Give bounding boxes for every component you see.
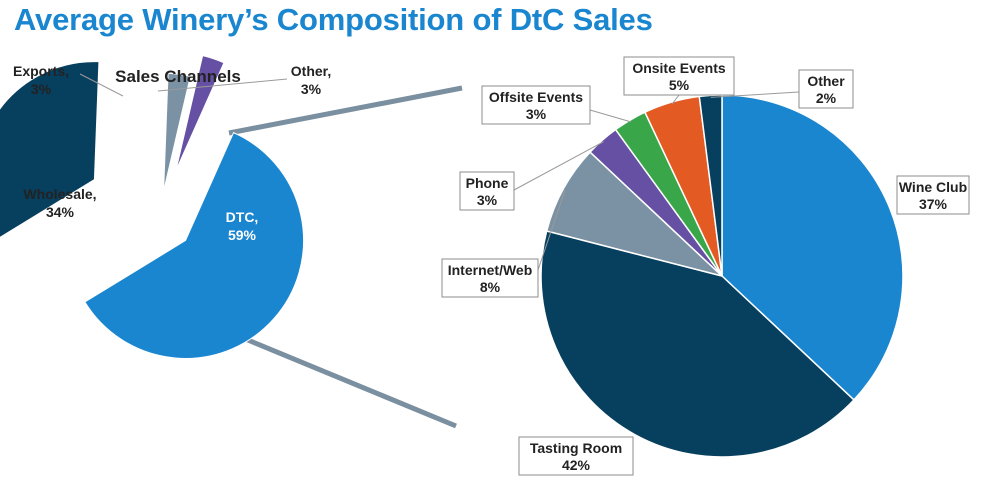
value-phone: 3% [477, 192, 498, 208]
label-box-other [798, 69, 854, 109]
value-dtc: 59% [228, 227, 257, 243]
slice-tasting-room [540, 230, 856, 458]
value-exports: 3% [31, 81, 52, 97]
label-box-onsite-events [623, 56, 735, 96]
label-dtc: DTC, [226, 209, 259, 225]
leader-other [710, 91, 800, 98]
label-box-wine-club [896, 175, 970, 215]
value-offsite-events: 3% [526, 106, 547, 122]
slice-dtc [84, 131, 305, 359]
zoom-connector-top [228, 85, 463, 136]
label-box-offsite-events [481, 85, 591, 125]
label-wine-club: Wine Club [899, 179, 967, 195]
label-phone: Phone [466, 175, 509, 191]
value-wholesale: 34% [46, 204, 75, 220]
leader-phone [513, 141, 604, 191]
page-title: Average Winery’s Composition of DtC Sale… [14, 2, 653, 37]
value-onsite-events: 5% [669, 77, 690, 93]
label-box-phone [459, 171, 515, 211]
leader-offsite-events [589, 109, 632, 123]
label-offsite-events: Offsite Events [489, 89, 583, 105]
slice-internet-web [545, 151, 723, 277]
label-box-internet-web [441, 258, 539, 298]
slice-wine-club [721, 94, 904, 401]
value-other: 2% [816, 90, 837, 106]
label-other: Other [807, 73, 845, 89]
label-box-tasting-room [518, 436, 634, 476]
label-exports: Exports, [13, 63, 69, 79]
value-wine-club: 37% [919, 196, 948, 212]
slice-exports [163, 72, 191, 192]
left-chart-title: Sales Channels [115, 67, 241, 86]
label-other-channel: Other, [291, 63, 331, 79]
leader-onsite-events [671, 94, 680, 105]
label-onsite-events: Onsite Events [632, 60, 726, 76]
value-tasting-room: 42% [562, 457, 591, 473]
value-other-channel: 3% [301, 81, 322, 97]
value-internet-web: 8% [480, 279, 501, 295]
label-wholesale: Wholesale, [23, 186, 96, 202]
label-internet-web: Internet/Web [448, 262, 533, 278]
slice-other [175, 55, 225, 171]
slice-wholesale [0, 61, 100, 238]
leader-other-channel [157, 78, 288, 92]
leader-exports [79, 73, 124, 97]
leader-internet-web [537, 189, 566, 271]
label-tasting-room: Tasting Room [530, 440, 622, 456]
